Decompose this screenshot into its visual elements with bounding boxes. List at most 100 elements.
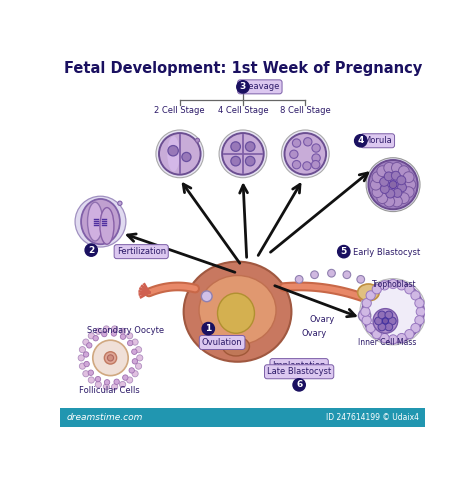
Circle shape: [111, 384, 118, 390]
Circle shape: [397, 281, 406, 290]
Circle shape: [103, 384, 109, 390]
Circle shape: [292, 139, 301, 147]
Circle shape: [85, 244, 97, 256]
Circle shape: [312, 144, 320, 152]
Circle shape: [389, 335, 398, 344]
Circle shape: [372, 187, 383, 198]
Text: 2: 2: [88, 246, 94, 254]
Circle shape: [168, 145, 178, 156]
Circle shape: [93, 336, 99, 341]
Ellipse shape: [167, 136, 180, 171]
Text: 2 Cell Stage: 2 Cell Stage: [155, 106, 205, 115]
Circle shape: [290, 150, 298, 158]
Circle shape: [87, 343, 92, 348]
Bar: [61, 408, 425, 427]
Circle shape: [111, 326, 118, 332]
Ellipse shape: [358, 284, 379, 301]
Circle shape: [415, 316, 424, 325]
Circle shape: [372, 329, 382, 339]
Circle shape: [128, 340, 133, 346]
Circle shape: [380, 178, 389, 186]
Circle shape: [386, 189, 395, 198]
Circle shape: [368, 160, 418, 209]
Circle shape: [362, 316, 371, 325]
Circle shape: [398, 183, 407, 192]
Circle shape: [304, 138, 312, 146]
Circle shape: [397, 334, 406, 343]
Circle shape: [366, 158, 420, 212]
Circle shape: [372, 285, 382, 294]
Circle shape: [88, 333, 94, 339]
Text: Ovulation: Ovulation: [202, 338, 242, 347]
Ellipse shape: [183, 262, 292, 362]
Circle shape: [312, 154, 320, 162]
Circle shape: [337, 245, 350, 258]
Circle shape: [380, 185, 389, 193]
Circle shape: [392, 162, 402, 173]
Circle shape: [383, 318, 389, 324]
Circle shape: [88, 377, 94, 383]
Circle shape: [75, 196, 126, 247]
Circle shape: [282, 130, 329, 178]
Circle shape: [127, 333, 133, 339]
Text: Morula: Morula: [363, 136, 392, 145]
Ellipse shape: [88, 202, 103, 241]
Circle shape: [355, 134, 367, 147]
Circle shape: [328, 269, 335, 277]
Text: Inner Cell Mass: Inner Cell Mass: [358, 338, 416, 347]
Circle shape: [132, 359, 137, 364]
Circle shape: [389, 180, 397, 189]
Circle shape: [405, 179, 416, 190]
Circle shape: [132, 339, 138, 345]
Circle shape: [411, 324, 420, 333]
Text: 5: 5: [341, 247, 347, 256]
Circle shape: [416, 307, 425, 316]
Ellipse shape: [199, 276, 276, 345]
Circle shape: [246, 156, 255, 166]
Circle shape: [79, 363, 85, 369]
Circle shape: [136, 347, 142, 353]
Circle shape: [380, 281, 389, 290]
Circle shape: [118, 201, 122, 205]
Circle shape: [182, 152, 191, 162]
Circle shape: [136, 363, 142, 369]
Circle shape: [411, 291, 420, 300]
Circle shape: [78, 355, 84, 361]
Text: Implantation: Implantation: [273, 361, 326, 370]
Circle shape: [95, 382, 101, 387]
Circle shape: [219, 130, 267, 178]
Circle shape: [195, 138, 200, 143]
Circle shape: [295, 276, 303, 283]
Circle shape: [292, 160, 301, 169]
Circle shape: [88, 370, 93, 375]
Ellipse shape: [222, 337, 249, 356]
Text: ID 247614199 © Udaix4: ID 247614199 © Udaix4: [326, 413, 419, 422]
Circle shape: [384, 162, 395, 173]
Circle shape: [123, 375, 128, 380]
Circle shape: [84, 361, 89, 367]
Ellipse shape: [218, 293, 255, 333]
Circle shape: [120, 334, 126, 339]
Text: Cleavage: Cleavage: [240, 83, 280, 91]
Circle shape: [374, 317, 383, 325]
Text: 4 Cell Stage: 4 Cell Stage: [218, 106, 268, 115]
Circle shape: [293, 379, 305, 391]
Circle shape: [389, 279, 398, 288]
Circle shape: [392, 196, 402, 207]
Text: 6: 6: [296, 380, 302, 389]
Circle shape: [114, 379, 119, 384]
Circle shape: [83, 371, 89, 377]
Circle shape: [378, 323, 386, 331]
Circle shape: [103, 326, 109, 332]
Ellipse shape: [100, 207, 114, 244]
Circle shape: [377, 166, 388, 177]
Circle shape: [202, 323, 214, 335]
Circle shape: [132, 371, 138, 377]
Circle shape: [392, 171, 400, 180]
Text: Fetal Development: 1st Week of Pregnancy: Fetal Development: 1st Week of Pregnancy: [64, 61, 422, 76]
Circle shape: [399, 192, 409, 204]
Circle shape: [403, 187, 414, 198]
Circle shape: [373, 309, 398, 333]
Ellipse shape: [81, 199, 120, 244]
Circle shape: [399, 166, 409, 177]
